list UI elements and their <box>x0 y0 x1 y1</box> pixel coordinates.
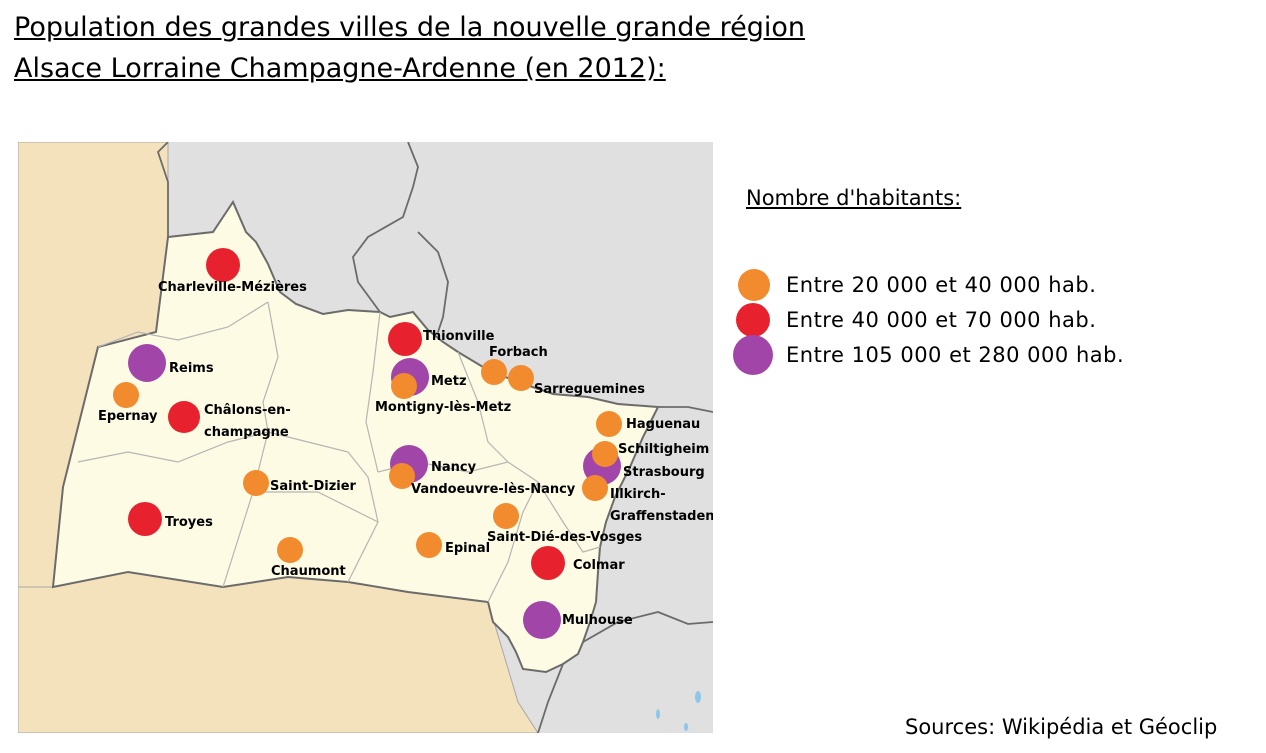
city-label: Thionville <box>423 329 495 344</box>
city-marker-saint-dizier <box>243 470 269 496</box>
city-marker-charleville-m-zi-res <box>206 248 240 282</box>
legend-label: Entre 105 000 et 280 000 hab. <box>786 343 1125 367</box>
city-marker-thionville <box>388 322 422 356</box>
legend-swatch <box>733 335 773 375</box>
city-label: Forbach <box>489 345 548 360</box>
city-marker-sarreguemines <box>508 365 534 391</box>
legend-swatch <box>736 303 770 337</box>
legend-label: Entre 40 000 et 70 000 hab. <box>786 308 1097 332</box>
city-label: Epinal <box>445 541 490 556</box>
city-label: Mulhouse <box>562 613 633 628</box>
city-marker-mulhouse <box>523 601 561 639</box>
city-marker-montigny-l-s-metz <box>391 373 417 399</box>
city-marker-forbach <box>481 359 507 385</box>
legend-label: Entre 20 000 et 40 000 hab. <box>786 273 1097 297</box>
city-marker-chaumont <box>277 537 303 563</box>
city-label: Graffenstaden <box>610 509 713 524</box>
city-label: champagne <box>204 425 289 440</box>
city-label: Chaumont <box>271 564 346 579</box>
city-marker-epinal <box>416 532 442 558</box>
city-marker-haguenau <box>596 411 622 437</box>
city-label: Vandoeuvre-lès-Nancy <box>411 482 576 497</box>
city-marker-colmar <box>531 546 565 580</box>
city-marker-saint-di-des-vosges <box>493 503 519 529</box>
city-layer: Charleville-Mézières Reims Epernay Châlons-… <box>98 248 713 639</box>
city-marker-schiltigheim <box>592 441 618 467</box>
city-marker-ch-lons-en- <box>168 401 200 433</box>
legend-swatch <box>738 269 770 301</box>
map-title-line-2: Alsace Lorraine Champagne-Ardenne (en 20… <box>14 53 666 84</box>
city-marker-reims <box>128 344 166 382</box>
legend-item-medium: Entre 40 000 et 70 000 hab. <box>733 300 1096 340</box>
city-label: Haguenau <box>626 417 700 432</box>
city-label: Epernay <box>98 409 158 424</box>
city-label: Sarreguemines <box>534 382 645 397</box>
region-map: Charleville-Mézières Reims Epernay Châlons-… <box>18 142 713 733</box>
city-label: Charleville-Mézières <box>158 280 307 295</box>
city-label: Metz <box>431 374 467 389</box>
legend-item-small: Entre 20 000 et 40 000 hab. <box>733 265 1096 305</box>
city-marker-epernay <box>113 382 139 408</box>
city-label: Troyes <box>165 515 213 530</box>
city-label: Reims <box>169 361 214 376</box>
sources-note: Sources: Wikipédia et Géoclip <box>905 715 1218 739</box>
city-label: Colmar <box>573 558 625 573</box>
city-label: Nancy <box>431 460 477 475</box>
region-shape <box>51 199 660 674</box>
city-marker-troyes <box>128 502 162 536</box>
city-label: Schiltigheim <box>618 442 709 457</box>
city-label: Saint-Dié-des-Vosges <box>487 530 642 545</box>
city-marker-illkirch- <box>582 475 608 501</box>
city-label: Saint-Dizier <box>270 479 357 494</box>
department-borders <box>77 301 601 603</box>
lakes <box>656 691 701 731</box>
city-label: Strasbourg <box>623 465 705 480</box>
city-label: Illkirch- <box>610 487 666 502</box>
legend-item-large: Entre 105 000 et 280 000 hab. <box>733 335 1124 375</box>
legend-title: Nombre d'habitants: <box>746 186 962 210</box>
country-borders <box>156 142 713 733</box>
city-label: Montigny-lès-Metz <box>375 400 511 415</box>
city-label: Châlons-en- <box>204 403 291 418</box>
map-title-line-1: Population des grandes villes de la nouv… <box>14 12 805 43</box>
city-marker-vandoeuvre-l-s-nancy <box>389 463 415 489</box>
